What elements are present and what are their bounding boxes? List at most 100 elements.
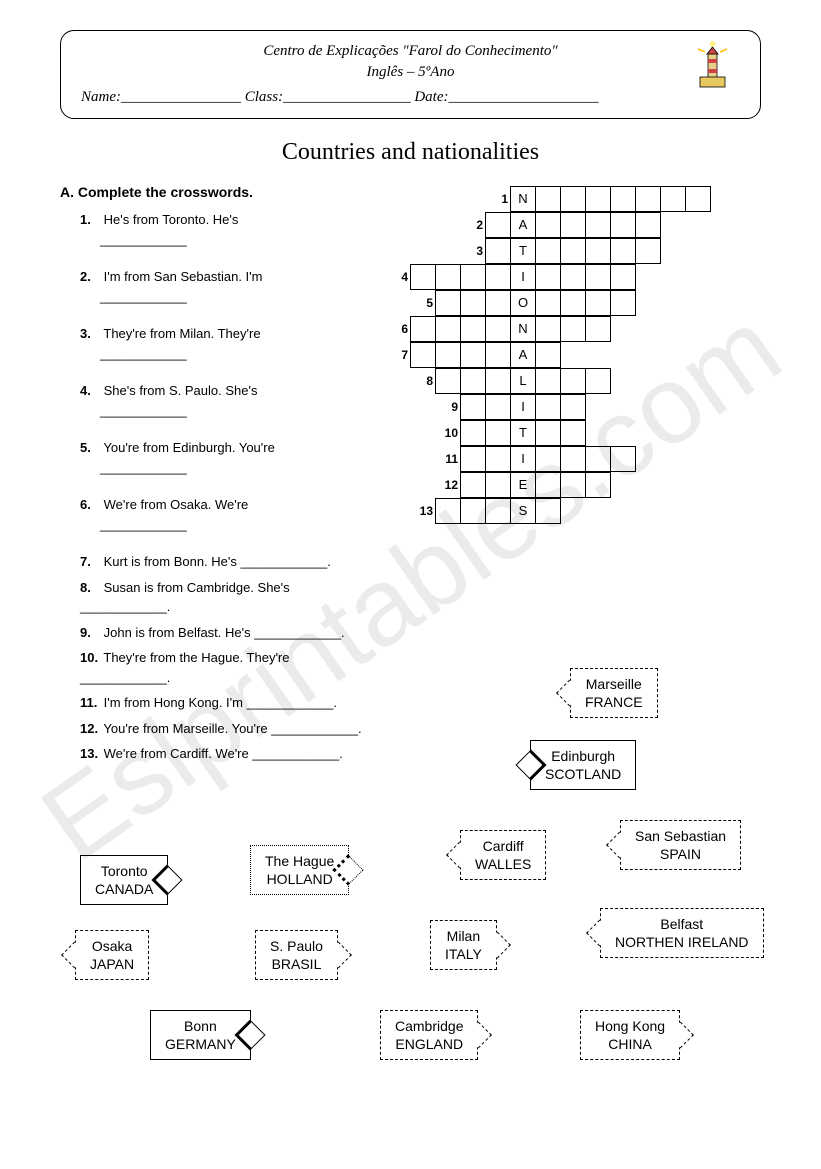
clue-blank[interactable]: ____________. [252, 746, 342, 761]
crossword-cell[interactable]: I [510, 264, 536, 290]
crossword-cell[interactable] [610, 290, 636, 316]
crossword-cell[interactable] [485, 342, 511, 368]
crossword-cell[interactable]: T [510, 238, 536, 264]
crossword-cell[interactable] [485, 446, 511, 472]
crossword-cell[interactable] [585, 316, 611, 342]
crossword-cell[interactable] [535, 212, 561, 238]
crossword-cell[interactable] [535, 394, 561, 420]
crossword-cell[interactable] [410, 264, 436, 290]
crossword-cell[interactable] [535, 446, 561, 472]
crossword-cell[interactable]: A [510, 212, 536, 238]
crossword-cell[interactable] [410, 316, 436, 342]
crossword-cell[interactable] [585, 446, 611, 472]
crossword-cell[interactable] [560, 212, 586, 238]
crossword-cell[interactable]: I [510, 394, 536, 420]
crossword-cell[interactable] [410, 342, 436, 368]
crossword-cell[interactable] [535, 316, 561, 342]
crossword-cell[interactable] [535, 368, 561, 394]
crossword-cell[interactable] [535, 342, 561, 368]
crossword-cell[interactable] [560, 446, 586, 472]
clue-blank[interactable]: ____________ [100, 289, 187, 304]
crossword-cell[interactable] [585, 212, 611, 238]
crossword-cell[interactable] [435, 342, 461, 368]
crossword-cell[interactable] [460, 342, 486, 368]
crossword-cell[interactable] [560, 368, 586, 394]
class-blank[interactable]: _________________ [283, 89, 411, 105]
clue-blank[interactable]: ____________ [100, 232, 187, 247]
crossword-cell[interactable] [435, 316, 461, 342]
crossword-cell[interactable]: N [510, 316, 536, 342]
crossword-cell[interactable] [610, 186, 636, 212]
crossword-cell[interactable] [485, 264, 511, 290]
crossword-cell[interactable]: L [510, 368, 536, 394]
crossword-cell[interactable] [485, 238, 511, 264]
crossword-cell[interactable] [460, 316, 486, 342]
clue-blank[interactable]: ____________ [100, 460, 187, 475]
crossword-cell[interactable] [535, 290, 561, 316]
crossword-cell[interactable]: N [510, 186, 536, 212]
crossword-cell[interactable] [560, 420, 586, 446]
clue-blank[interactable]: ____________ [100, 403, 187, 418]
clue-blank[interactable]: ____________. [80, 670, 170, 685]
crossword-cell[interactable] [485, 316, 511, 342]
crossword-cell[interactable] [535, 186, 561, 212]
crossword-cell[interactable] [560, 316, 586, 342]
clue-blank[interactable]: ____________. [254, 625, 344, 640]
crossword-cell[interactable] [485, 290, 511, 316]
crossword-cell[interactable] [435, 498, 461, 524]
crossword-cell[interactable] [460, 394, 486, 420]
crossword-cell[interactable]: E [510, 472, 536, 498]
crossword-cell[interactable] [435, 264, 461, 290]
crossword-cell[interactable] [535, 420, 561, 446]
crossword-cell[interactable] [535, 472, 561, 498]
crossword-cell[interactable] [460, 498, 486, 524]
crossword-cell[interactable] [585, 368, 611, 394]
crossword-cell[interactable] [610, 238, 636, 264]
crossword-cell[interactable]: S [510, 498, 536, 524]
crossword-cell[interactable] [460, 420, 486, 446]
crossword-cell[interactable] [585, 290, 611, 316]
clue-blank[interactable]: ____________. [80, 599, 170, 614]
clue-blank[interactable]: ____________ [100, 517, 187, 532]
crossword-cell[interactable] [460, 264, 486, 290]
crossword-cell[interactable] [610, 446, 636, 472]
crossword-cell[interactable] [635, 186, 661, 212]
crossword-cell[interactable] [560, 394, 586, 420]
crossword-cell[interactable] [460, 446, 486, 472]
crossword-cell[interactable] [485, 368, 511, 394]
date-blank[interactable]: ____________________ [449, 89, 599, 105]
crossword-cell[interactable] [435, 368, 461, 394]
crossword-cell[interactable] [560, 238, 586, 264]
crossword-cell[interactable]: I [510, 446, 536, 472]
crossword-cell[interactable] [485, 498, 511, 524]
crossword-cell[interactable] [560, 186, 586, 212]
crossword-cell[interactable] [635, 238, 661, 264]
crossword-cell[interactable] [485, 394, 511, 420]
clue-blank[interactable]: ____________. [241, 554, 331, 569]
clue-blank[interactable]: ____________. [271, 721, 361, 736]
crossword-cell[interactable] [585, 238, 611, 264]
crossword-cell[interactable] [560, 290, 586, 316]
crossword-cell[interactable] [485, 472, 511, 498]
crossword-cell[interactable] [460, 368, 486, 394]
crossword-cell[interactable] [585, 264, 611, 290]
crossword-cell[interactable] [685, 186, 711, 212]
crossword-cell[interactable]: T [510, 420, 536, 446]
clue-blank[interactable]: ____________. [247, 695, 337, 710]
crossword-cell[interactable] [460, 290, 486, 316]
crossword-cell[interactable] [635, 212, 661, 238]
name-blank[interactable]: ________________ [121, 89, 241, 105]
crossword-cell[interactable] [485, 212, 511, 238]
crossword-cell[interactable] [560, 264, 586, 290]
crossword-cell[interactable] [435, 290, 461, 316]
crossword-cell[interactable] [585, 186, 611, 212]
crossword-cell[interactable] [460, 472, 486, 498]
crossword-cell[interactable]: O [510, 290, 536, 316]
crossword-cell[interactable]: A [510, 342, 536, 368]
crossword-cell[interactable] [535, 264, 561, 290]
crossword-cell[interactable] [535, 498, 561, 524]
crossword-cell[interactable] [485, 420, 511, 446]
crossword-cell[interactable] [585, 472, 611, 498]
crossword-cell[interactable] [610, 212, 636, 238]
crossword-cell[interactable] [610, 264, 636, 290]
